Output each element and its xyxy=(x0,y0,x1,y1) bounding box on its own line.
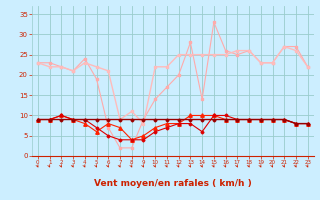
X-axis label: Vent moyen/en rafales ( km/h ): Vent moyen/en rafales ( km/h ) xyxy=(94,179,252,188)
